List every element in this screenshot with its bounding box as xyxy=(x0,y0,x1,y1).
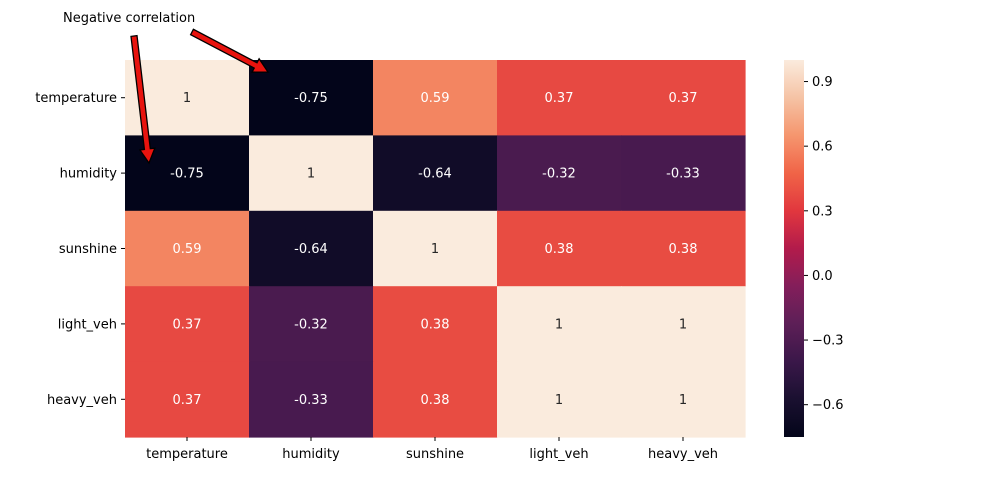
heatmap-cell xyxy=(249,286,374,363)
colorbar-tick-label: −0.3 xyxy=(812,334,844,349)
heatmap-cell xyxy=(497,210,622,287)
y-tick-label: sunshine xyxy=(59,242,117,257)
heatmap-cell xyxy=(249,210,374,287)
heatmap-cell xyxy=(497,135,622,212)
cell-value-label: -0.32 xyxy=(542,167,576,182)
heatmap-cell xyxy=(125,210,250,287)
cell-value-label: 0.59 xyxy=(421,91,450,106)
heatmap-cell xyxy=(249,60,374,136)
colorbar-tick-label: 0.6 xyxy=(812,140,833,155)
heatmap-cell xyxy=(621,135,746,212)
annotation: Negative correlation xyxy=(63,11,270,165)
colorbar-tick-label: −0.6 xyxy=(812,398,844,413)
heatmap-cell-labels: 1 -0.75 0.59 0.37 0.37 -0.75 1 -0.64 -0.32 -0.33 0… xyxy=(170,91,700,408)
cell-value-label: 1 xyxy=(555,317,563,332)
cell-value-label: -0.33 xyxy=(294,393,328,408)
x-axis: temperature humidity sunshine light_veh heav… xyxy=(146,437,718,462)
cell-value-label: -0.64 xyxy=(418,167,452,182)
cell-value-label: 1 xyxy=(679,317,687,332)
annotation-arrow xyxy=(130,34,156,165)
annotation-arrows xyxy=(130,28,270,165)
cell-value-label: -0.33 xyxy=(666,167,700,182)
cell-value-label: 1 xyxy=(431,242,439,257)
heatmap-cell xyxy=(249,361,374,438)
cell-value-label: -0.64 xyxy=(294,242,328,257)
y-tick-label: humidity xyxy=(60,167,118,182)
x-tick-label: sunshine xyxy=(406,447,464,462)
cell-value-label: 1 xyxy=(555,393,563,408)
y-axis: temperature humidity sunshine light_vehheav… xyxy=(35,91,125,408)
cell-value-label: 0.59 xyxy=(173,242,202,257)
heatmap-cells xyxy=(125,60,746,438)
heatmap-cell xyxy=(621,210,746,287)
cell-value-label: -0.32 xyxy=(294,317,328,332)
cell-value-label: 0.37 xyxy=(173,393,202,408)
x-tick-label: humidity xyxy=(282,447,340,462)
colorbar-ticks: −0.6 −0.3 0.0 0.3 0.6 0.9 xyxy=(804,75,844,413)
colorbar-scale xyxy=(784,60,804,437)
heatmap-cell xyxy=(497,60,622,136)
colorbar-tick-label: 0.3 xyxy=(812,204,833,219)
cell-value-label: 1 xyxy=(183,91,191,106)
cell-value-label: 0.38 xyxy=(669,242,698,257)
cell-value-label: -0.75 xyxy=(294,91,328,106)
y-tick-label: temperature xyxy=(35,91,117,106)
y-tick-label: heavy_veh xyxy=(47,393,117,408)
cell-value-label: 1 xyxy=(307,167,315,182)
heatmap-cell xyxy=(621,60,746,136)
heatmap-cell xyxy=(373,135,498,212)
cell-value-label: 0.37 xyxy=(173,317,202,332)
heatmap-cell xyxy=(497,286,622,363)
x-tick-label: temperature xyxy=(146,447,228,462)
heatmap-cell xyxy=(125,361,250,438)
heatmap-cell xyxy=(373,286,498,363)
heatmap-cell xyxy=(249,135,374,212)
annotation-arrow xyxy=(189,28,270,73)
cell-value-label: 0.38 xyxy=(421,393,450,408)
cell-value-label: 0.38 xyxy=(421,317,450,332)
cell-value-label: -0.75 xyxy=(170,167,204,182)
cell-value-label: 1 xyxy=(679,393,687,408)
x-tick-label: light_veh xyxy=(529,447,588,462)
cell-value-label: 0.38 xyxy=(545,242,574,257)
heatmap-cell xyxy=(621,286,746,363)
y-tick-label: light_veh xyxy=(58,317,117,332)
heatmap-cell xyxy=(125,286,250,363)
colorbar: −0.6 −0.3 0.0 0.3 0.6 0.9 xyxy=(784,60,844,437)
cell-value-label: 0.37 xyxy=(545,91,574,106)
x-tick-label: heavy_veh xyxy=(648,447,718,462)
colorbar-tick-label: 0.9 xyxy=(812,75,833,90)
cell-value-label: 0.37 xyxy=(669,91,698,106)
heatmap-cell xyxy=(373,361,498,438)
heatmap-cell xyxy=(497,361,622,438)
colorbar-tick-label: 0.0 xyxy=(812,269,833,284)
heatmap-cell xyxy=(373,60,498,136)
heatmap-cell xyxy=(373,210,498,287)
heatmap-cell xyxy=(621,361,746,438)
annotation-text: Negative correlation xyxy=(63,11,195,26)
